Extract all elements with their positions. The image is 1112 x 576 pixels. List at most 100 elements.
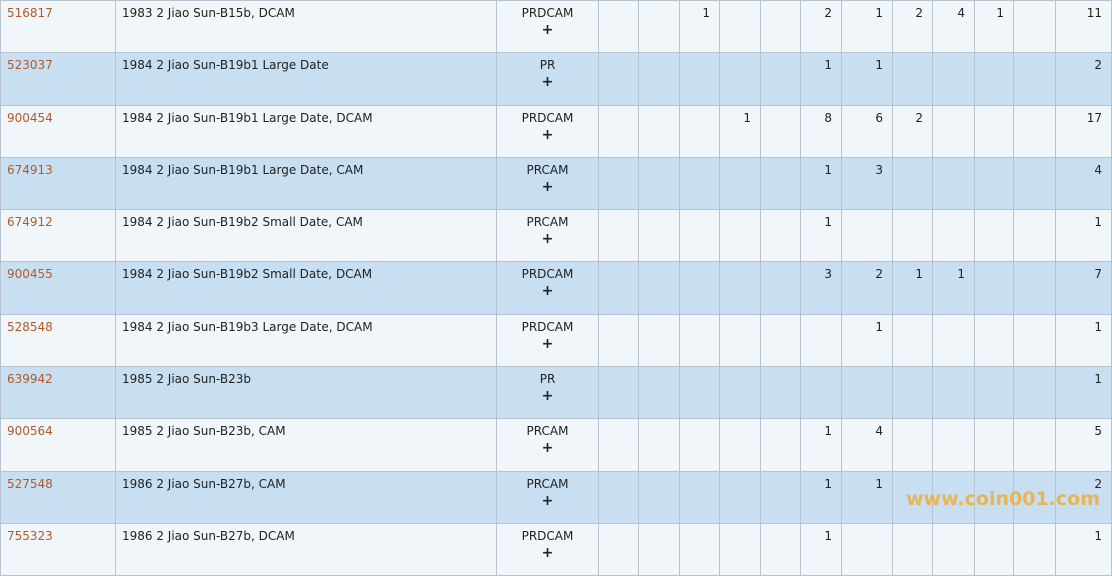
grade-count-cell	[800, 313, 842, 368]
designation: PRCAM	[526, 424, 569, 439]
grade-count-cell: 1	[841, 470, 893, 524]
grade-count-cell	[892, 366, 933, 420]
cert-id-link[interactable]: 900454	[0, 104, 116, 158]
grade-count-cell: 2	[892, 104, 933, 158]
expand-plus-icon[interactable]: +	[541, 283, 554, 300]
grade-count-cell	[932, 470, 975, 524]
grade-count-cell	[679, 522, 720, 576]
grade-count-cell	[679, 418, 720, 472]
grade-count-cell	[679, 261, 720, 315]
grade-count-cell	[932, 522, 975, 576]
total-count-cell: 5	[1055, 418, 1112, 472]
cert-id-link[interactable]: 516817	[0, 0, 116, 54]
total-count-cell: 11	[1055, 0, 1112, 54]
grade-count-cell	[974, 470, 1014, 524]
grade-count-cell	[598, 366, 639, 420]
grade-count-cell	[638, 209, 680, 263]
designation: PRDCAM	[521, 528, 574, 543]
grade-count-cell	[719, 366, 761, 420]
grade-count-cell	[638, 104, 680, 158]
expand-plus-icon[interactable]: +	[541, 492, 554, 509]
grade-count-cell	[1013, 418, 1056, 472]
cert-id-link[interactable]: 900455	[0, 261, 116, 315]
grade-count-cell	[638, 0, 680, 54]
cert-id-link[interactable]: 527548	[0, 470, 116, 524]
table-row: 527548 1986 2 Jiao Sun-B27b, CAM PRCAM +1 1 2	[0, 470, 1112, 524]
cert-id-link[interactable]: 528548	[0, 313, 116, 368]
cert-id-link[interactable]: 900564	[0, 418, 116, 472]
expand-plus-icon[interactable]: +	[541, 231, 554, 248]
grade-count-cell	[932, 366, 975, 420]
grade-count-cell	[892, 209, 933, 263]
total-count-cell: 7	[1055, 261, 1112, 315]
expand-plus-icon[interactable]: +	[541, 74, 554, 91]
grade-count-cell	[638, 156, 680, 211]
designation-cell: PRCAM +	[496, 418, 599, 472]
grade-count-cell	[719, 0, 761, 54]
grade-count-cell	[974, 52, 1014, 106]
grade-count-cell	[638, 313, 680, 368]
designation-cell: PRDCAM +	[496, 522, 599, 576]
grade-count-cell	[679, 52, 720, 106]
grade-count-cell	[932, 52, 975, 106]
grade-count-cell: 1	[892, 261, 933, 315]
expand-plus-icon[interactable]: +	[541, 178, 554, 195]
grade-count-cell	[932, 209, 975, 263]
total-count-cell: 1	[1055, 313, 1112, 368]
grade-count-cell	[932, 156, 975, 211]
grade-count-cell	[719, 261, 761, 315]
coin-description: 1984 2 Jiao Sun-B19b1 Large Date	[115, 52, 497, 106]
grade-count-cell	[598, 52, 639, 106]
total-count-cell: 17	[1055, 104, 1112, 158]
grade-count-cell: 1	[841, 313, 893, 368]
designation-cell: PR +	[496, 52, 599, 106]
expand-plus-icon[interactable]: +	[541, 440, 554, 457]
grade-count-cell	[974, 366, 1014, 420]
cert-id-link[interactable]: 674913	[0, 156, 116, 211]
grade-count-cell	[598, 418, 639, 472]
expand-plus-icon[interactable]: +	[541, 22, 554, 38]
expand-plus-icon[interactable]: +	[541, 544, 554, 561]
designation: PRCAM	[526, 215, 569, 230]
grade-count-cell	[974, 261, 1014, 315]
designation-cell: PRDCAM +	[496, 0, 599, 54]
grade-count-cell	[598, 522, 639, 576]
total-count-cell: 4	[1055, 156, 1112, 211]
grade-count-cell	[719, 470, 761, 524]
grade-count-cell: 1	[974, 0, 1014, 54]
grade-count-cell	[932, 104, 975, 158]
designation-cell: PRCAM +	[496, 156, 599, 211]
grade-count-cell	[760, 104, 801, 158]
designation: PRDCAM	[521, 319, 574, 334]
grade-count-cell	[598, 470, 639, 524]
grade-count-cell	[719, 52, 761, 106]
grade-count-cell	[1013, 261, 1056, 315]
grade-count-cell	[598, 156, 639, 211]
grade-count-cell	[598, 313, 639, 368]
designation-cell: PRCAM +	[496, 470, 599, 524]
expand-plus-icon[interactable]: +	[541, 126, 554, 143]
cert-id-link[interactable]: 755323	[0, 522, 116, 576]
expand-plus-icon[interactable]: +	[541, 335, 554, 352]
grade-count-cell	[760, 209, 801, 263]
grade-count-cell: 3	[800, 261, 842, 315]
grade-count-cell: 2	[800, 0, 842, 54]
grade-count-cell: 8	[800, 104, 842, 158]
grade-count-cell	[892, 313, 933, 368]
total-count-cell: 2	[1055, 470, 1112, 524]
cert-id-link[interactable]: 639942	[0, 366, 116, 420]
grade-count-cell	[719, 313, 761, 368]
grade-count-cell	[679, 366, 720, 420]
grade-count-cell	[974, 104, 1014, 158]
total-count-cell: 2	[1055, 52, 1112, 106]
expand-plus-icon[interactable]: +	[541, 388, 554, 405]
designation-cell: PRDCAM +	[496, 313, 599, 368]
grade-count-cell	[892, 52, 933, 106]
grade-count-cell: 1	[800, 470, 842, 524]
coin-description: 1985 2 Jiao Sun-B23b, CAM	[115, 418, 497, 472]
coin-description: 1984 2 Jiao Sun-B19b2 Small Date, CAM	[115, 209, 497, 263]
grade-count-cell	[598, 0, 639, 54]
cert-id-link[interactable]: 674912	[0, 209, 116, 263]
cert-id-link[interactable]: 523037	[0, 52, 116, 106]
table-row: 639942 1985 2 Jiao Sun-B23b PR +1	[0, 366, 1112, 420]
